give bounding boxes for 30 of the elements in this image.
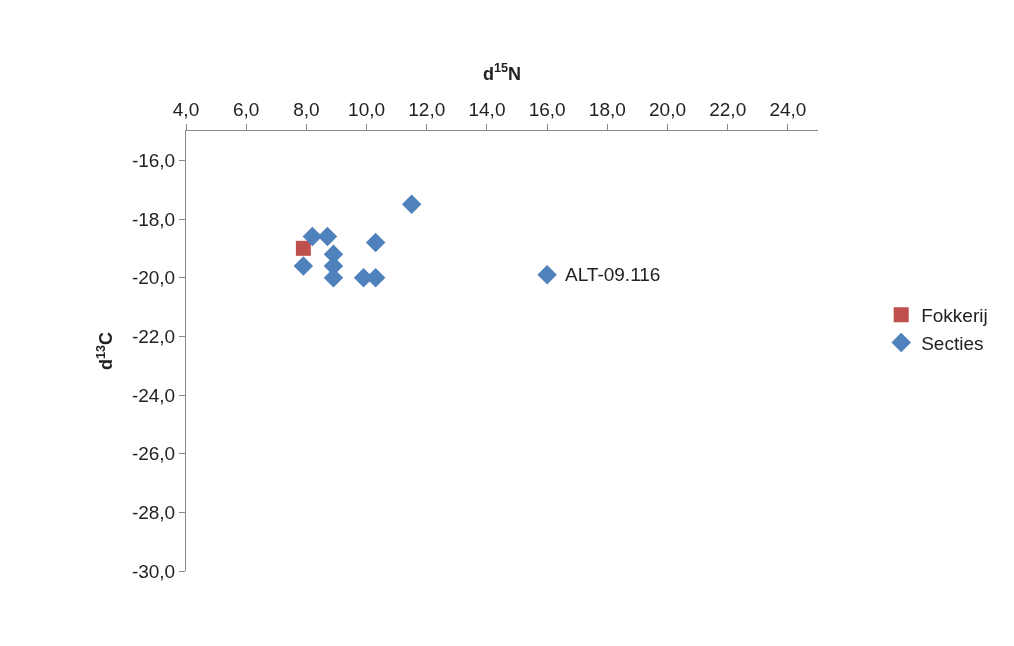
- point: [295, 240, 311, 256]
- x-tick-label: 8,0: [293, 99, 320, 121]
- point: [293, 256, 314, 276]
- y-tick-label: -18,0: [131, 208, 176, 230]
- legend-label: Fokkerij: [921, 305, 988, 327]
- annotation: ALT-09.116: [565, 264, 661, 285]
- x-axis-title: d$^{15}$N: [482, 61, 522, 84]
- y-tick-label: -20,0: [131, 267, 176, 289]
- point: [401, 194, 422, 215]
- y-tick-label: -24,0: [131, 384, 176, 406]
- x-tick-label: 10,0: [348, 99, 386, 121]
- y-tick-label: -28,0: [131, 501, 176, 523]
- x-tick-label: 14,0: [468, 99, 506, 121]
- x-tick-label: 18,0: [588, 99, 626, 121]
- x-tick-label: 22,0: [709, 99, 747, 121]
- x-tick-label: 16,0: [528, 99, 566, 121]
- y-tick-label: -22,0: [131, 325, 176, 347]
- x-tick-label: 12,0: [408, 99, 446, 121]
- point: [365, 232, 386, 253]
- x-tick-label: 6,0: [232, 99, 260, 121]
- point: [537, 264, 557, 285]
- y-tick-label: -30,0: [131, 560, 176, 582]
- y-tick-label: -26,0: [131, 443, 176, 465]
- point: [302, 226, 323, 247]
- x-tick-label: 20,0: [649, 99, 687, 121]
- y-tick-label: -16,0: [131, 149, 176, 171]
- point: [317, 226, 338, 247]
- x-tick-label: 4,0: [172, 99, 200, 121]
- x-tick-label: 24,0: [769, 99, 807, 121]
- legend-label: Secties: [921, 332, 984, 354]
